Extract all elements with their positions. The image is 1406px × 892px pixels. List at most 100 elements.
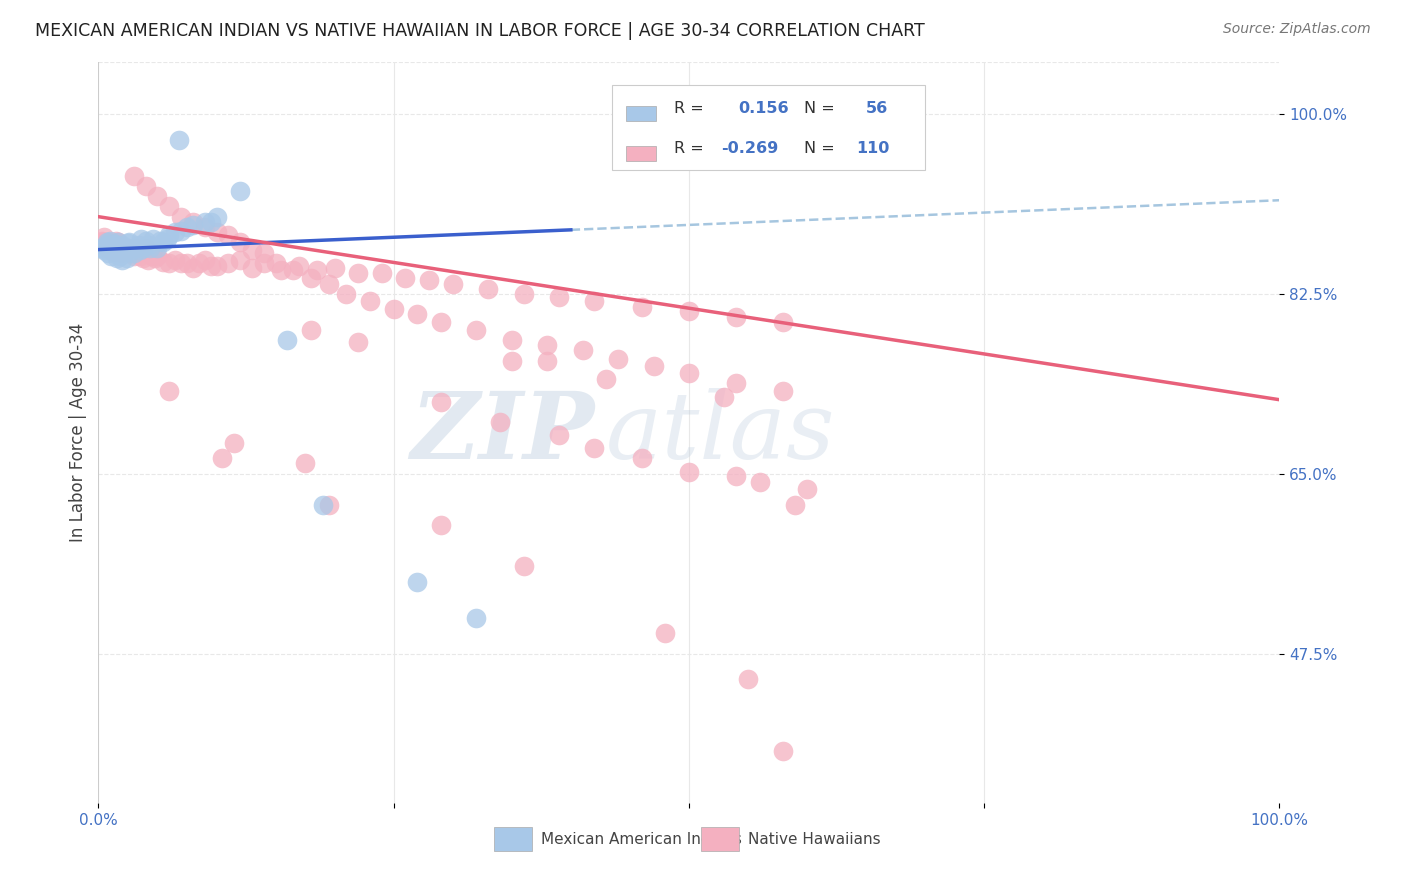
Point xyxy=(253,256,276,270)
Bar xyxy=(626,146,655,161)
Point xyxy=(98,240,121,255)
Point xyxy=(122,249,145,263)
Point xyxy=(548,427,571,442)
Point xyxy=(156,232,179,246)
Point xyxy=(91,240,114,255)
Point xyxy=(157,199,180,213)
Point xyxy=(139,240,162,255)
Point xyxy=(105,238,128,252)
Point xyxy=(347,266,370,280)
Point xyxy=(143,251,166,265)
Point xyxy=(465,610,488,624)
Point xyxy=(91,235,114,249)
Point xyxy=(406,574,429,589)
Point xyxy=(595,372,617,386)
Point xyxy=(630,451,652,466)
Point xyxy=(240,261,263,276)
Text: R =: R = xyxy=(673,101,709,116)
Point xyxy=(97,235,120,250)
Point xyxy=(772,744,794,758)
Text: 0.156: 0.156 xyxy=(738,101,789,116)
Point xyxy=(430,518,453,533)
Bar xyxy=(494,827,531,851)
Point xyxy=(181,218,204,232)
Point xyxy=(347,335,370,350)
Point xyxy=(187,256,209,270)
Point xyxy=(678,465,700,479)
Point xyxy=(200,215,222,229)
Text: N =: N = xyxy=(803,101,839,116)
Point xyxy=(157,228,180,243)
Point xyxy=(125,240,148,255)
Point xyxy=(748,475,770,489)
Point xyxy=(430,315,453,329)
Point xyxy=(312,498,335,512)
Text: Mexican American Indians: Mexican American Indians xyxy=(541,831,742,847)
Point xyxy=(406,307,429,321)
Point xyxy=(501,353,523,368)
Point xyxy=(117,236,139,251)
Point xyxy=(94,236,117,251)
Point xyxy=(96,240,118,255)
Point xyxy=(146,240,169,255)
Point xyxy=(94,238,117,252)
Point xyxy=(157,384,180,399)
Point xyxy=(318,498,340,512)
Point xyxy=(167,132,190,146)
Point xyxy=(318,277,340,291)
Point xyxy=(796,482,818,496)
Point xyxy=(176,256,198,270)
Point xyxy=(111,252,134,267)
Point xyxy=(121,245,143,260)
Point xyxy=(489,415,512,429)
Point xyxy=(323,261,346,276)
Point xyxy=(91,235,114,250)
Point xyxy=(125,240,148,255)
Point xyxy=(194,219,217,234)
Point xyxy=(135,178,157,193)
Point xyxy=(105,246,128,260)
Point xyxy=(101,243,124,257)
Point xyxy=(118,235,141,250)
Y-axis label: In Labor Force | Age 30-34: In Labor Force | Age 30-34 xyxy=(69,323,87,542)
Point xyxy=(299,271,322,285)
Point xyxy=(607,351,630,366)
Point xyxy=(105,240,128,255)
Text: 110: 110 xyxy=(856,141,890,156)
Point xyxy=(536,353,558,368)
Point xyxy=(152,255,174,269)
Point xyxy=(194,215,217,229)
Point xyxy=(96,238,118,252)
Point xyxy=(98,243,121,257)
Point xyxy=(111,240,134,255)
Point xyxy=(136,238,159,252)
Point xyxy=(165,225,187,239)
Point xyxy=(97,245,120,260)
Point xyxy=(194,252,217,267)
Point xyxy=(157,256,180,270)
Point xyxy=(105,251,128,265)
Point xyxy=(108,249,131,263)
Point xyxy=(725,376,748,391)
Point xyxy=(211,451,233,466)
Point xyxy=(104,236,127,251)
Point xyxy=(229,235,252,250)
Point xyxy=(240,243,263,257)
Point xyxy=(122,245,145,260)
Point xyxy=(643,359,665,373)
Point xyxy=(501,333,523,347)
Point xyxy=(108,243,131,257)
Point xyxy=(170,224,193,238)
Point xyxy=(205,210,228,224)
Point xyxy=(93,243,115,257)
Point xyxy=(132,240,155,255)
Text: ZIP: ZIP xyxy=(411,388,595,477)
Point xyxy=(107,235,129,250)
Point xyxy=(181,215,204,229)
Point xyxy=(110,243,132,257)
Point xyxy=(128,249,150,263)
Point xyxy=(135,240,157,255)
Point xyxy=(335,286,357,301)
Point xyxy=(103,243,125,257)
Point xyxy=(136,252,159,267)
